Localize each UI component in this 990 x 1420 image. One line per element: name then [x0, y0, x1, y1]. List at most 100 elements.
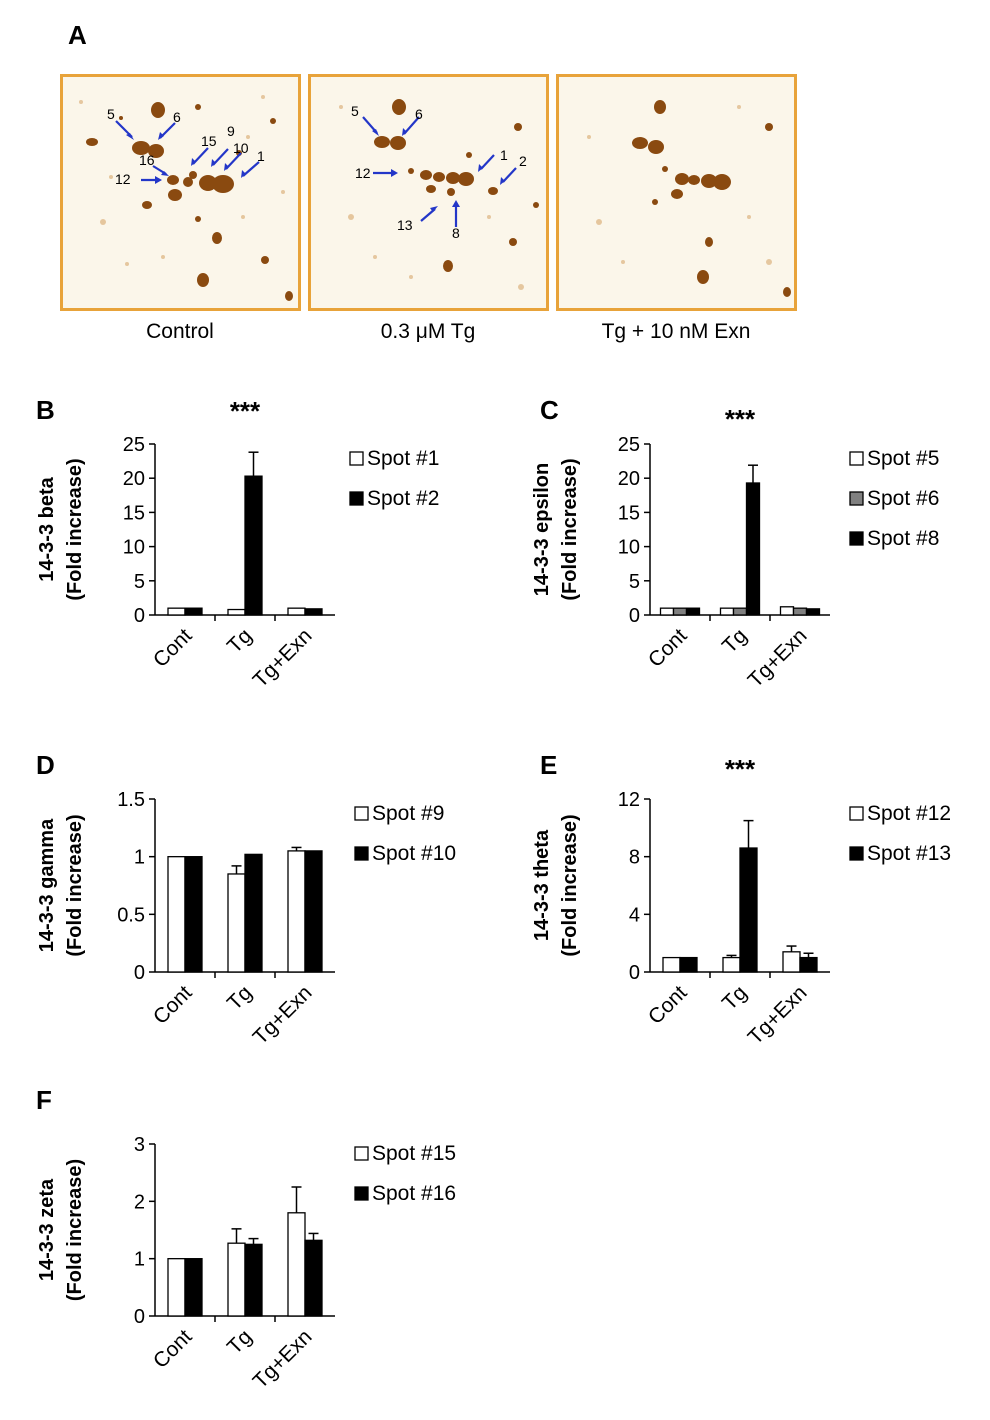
chart-d-svg: 0 0.5 1 1.5 14-3-3 gamma (Fold increase) Cont T…: [36, 789, 456, 1049]
bar: [287, 607, 306, 616]
chart-f-svg: 0 1 2 3 14-3-3 zeta (Fold increase) Cont TgTg+E…: [36, 1134, 456, 1393]
legend-swatch: [349, 451, 364, 466]
bar: [805, 608, 821, 616]
legend-swatch: [849, 531, 864, 546]
gel-label: 5: [351, 103, 359, 119]
panel-label-d: D: [36, 750, 55, 780]
y-tick-label: 0: [629, 962, 640, 984]
y-axis-label: 14-3-3 zeta: [36, 1178, 58, 1281]
bar: [679, 956, 698, 973]
bar: [779, 606, 795, 616]
y-tick-label: 5: [629, 571, 640, 593]
bar: [719, 607, 735, 616]
significance-marker: ***: [725, 404, 756, 434]
bar: [184, 856, 203, 973]
gel-label: 12: [355, 165, 371, 181]
x-tick-label: Tg+Exn: [249, 981, 317, 1049]
bar: [662, 956, 681, 973]
gel-spots-control: 5 6 15 9 10 1 16 12: [79, 95, 293, 301]
bar: [722, 956, 741, 973]
gel-label: 2: [519, 153, 527, 169]
y-tick-label: 0: [134, 605, 145, 627]
legend-label: Spot #9: [372, 802, 444, 825]
legend-swatch: [349, 491, 364, 506]
legend-swatch: [849, 846, 864, 861]
x-tick-label: Tg: [223, 624, 257, 658]
gel-spots-tg: 5 6 12 1 2 13 8: [339, 99, 539, 290]
legend-label: Spot #6: [867, 487, 939, 510]
legend-swatch: [849, 491, 864, 506]
chart-f: 0 1 2 3 14-3-3 zeta (Fold increase) Cont Tg Tg+E…: [0, 1085, 495, 1415]
gel-label: 6: [415, 106, 423, 122]
y-axis-label: 14-3-3 beta: [36, 476, 58, 581]
y-axis-label: 14-3-3 theta: [531, 829, 553, 941]
chart-c-svg: 0 5 10 15 20 25 14-3-3 epsilon (Fold increase) C…: [531, 404, 939, 692]
gel-caption-tg: 0.3 μM Tg: [380, 320, 476, 343]
gel-label: 10: [233, 140, 249, 156]
bar: [287, 850, 306, 973]
chart-c: 0 5 10 15 20 25 14-3-3 epsilon (Fold increase) C…: [495, 390, 990, 720]
bar: [184, 1258, 203, 1317]
bar: [244, 475, 263, 616]
gel-caption-tg-exn: Tg + 10 nM Exn: [601, 320, 751, 343]
gel-label: 15: [201, 133, 217, 149]
x-tick-label: Cont: [149, 1325, 197, 1373]
legend-label: Spot #13: [867, 842, 951, 865]
y-tick-label: 10: [618, 537, 640, 559]
panel-label-a: A: [68, 20, 87, 50]
gel-image-tg-exn: [556, 74, 797, 311]
bar: [227, 873, 246, 973]
bar: [304, 608, 323, 616]
y-tick-label: 15: [618, 502, 640, 524]
chart-d: 0 0.5 1 1.5 14-3-3 gamma (Fold increase) Cont T…: [0, 745, 495, 1075]
y-tick-label: 12: [618, 789, 640, 811]
x-tick-label: Tg+Exn: [249, 624, 317, 692]
x-tick-label: Tg: [223, 981, 257, 1015]
x-tick-label: Cont: [149, 981, 197, 1029]
chart-e: 0 4 8 12 14-3-3 theta (Fold increase) Cont Tg Tg…: [495, 745, 990, 1075]
legend-swatch: [849, 451, 864, 466]
x-tick-label: Tg+Exn: [744, 624, 812, 692]
bar: [184, 607, 203, 616]
legend-swatch: [849, 806, 864, 821]
y-tick-label: 25: [618, 434, 640, 456]
y-tick-label: 5: [134, 571, 145, 593]
legend-swatch: [354, 806, 369, 821]
x-tick-label: Cont: [149, 624, 197, 672]
y-axis-label: (Fold increase): [64, 814, 86, 956]
bar: [732, 607, 748, 616]
bar: [685, 607, 701, 616]
y-tick-label: 20: [123, 468, 145, 490]
legend-label: Spot #10: [372, 842, 456, 865]
chart-b: 0 5 10 15 20 25 14-3-3 beta (Fold increase) Cont…: [0, 390, 495, 720]
bar: [739, 847, 758, 973]
gel-label: 8: [452, 225, 460, 241]
y-axis-label: (Fold increase): [64, 458, 86, 600]
legend-label: Spot #5: [867, 447, 939, 470]
gel-spots-tg-exn: [587, 100, 791, 297]
legend-label: Spot #1: [367, 447, 439, 470]
gel-label: 12: [115, 171, 131, 187]
bar: [167, 607, 186, 616]
chart-b-svg: 0 5 10 15 20 25 14-3-3 beta (Fold increase) Cont…: [36, 396, 439, 692]
y-axis-label: (Fold increase): [559, 814, 581, 956]
legend-label: Spot #16: [372, 1182, 456, 1205]
bar: [304, 1239, 323, 1317]
gel-image-control: 5 6 15 9 10 1 16 12: [60, 74, 301, 311]
bar: [227, 1242, 246, 1317]
bar: [244, 853, 263, 973]
x-tick-label: Tg+Exn: [249, 1325, 317, 1393]
x-tick-label: Tg: [223, 1325, 257, 1359]
y-axis-label: (Fold increase): [559, 458, 581, 600]
bar: [672, 607, 688, 616]
gel-label: 9: [227, 123, 235, 139]
gel-label: 16: [139, 152, 155, 168]
bar: [659, 607, 675, 616]
y-tick-label: 20: [618, 468, 640, 490]
x-tick-label: Tg: [718, 624, 752, 658]
bar: [167, 1258, 186, 1317]
y-axis-label: (Fold increase): [64, 1159, 86, 1301]
legend-swatch: [354, 846, 369, 861]
significance-marker: ***: [230, 396, 261, 426]
y-tick-label: 0: [134, 962, 145, 984]
